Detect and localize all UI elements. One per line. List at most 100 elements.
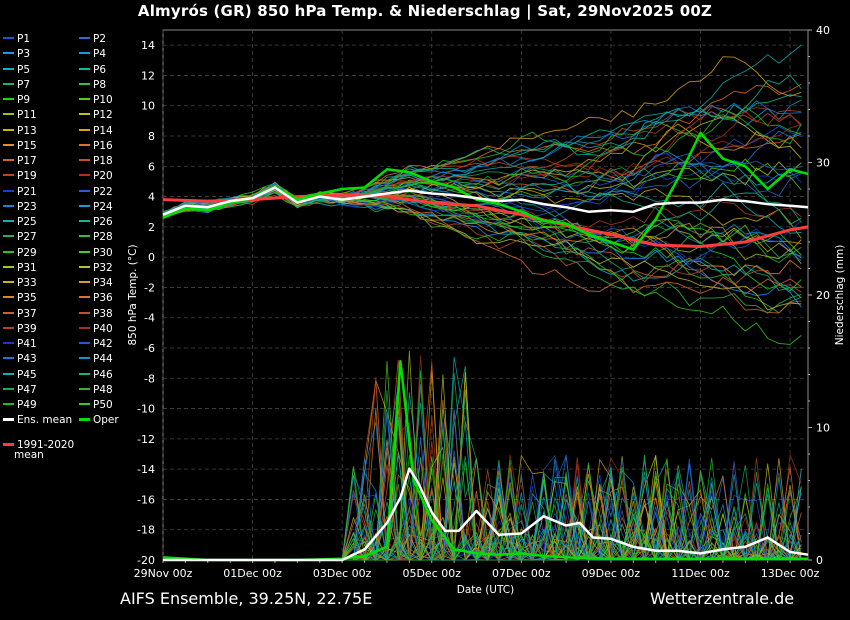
legend-item-p13-label: P13 (17, 124, 37, 137)
legend-item-p2-label: P2 (93, 33, 107, 45)
y-axis-label-left: 850 hPa Temp. (°C) (127, 244, 139, 345)
legend-item-p37-swatch (3, 311, 14, 314)
legend-item-oper-label: Oper (93, 414, 119, 427)
legend-item-p40-swatch (79, 326, 90, 329)
legend-item-p10: P10 (79, 93, 113, 107)
legend-item-p46-label: P46 (93, 368, 113, 381)
legend-item-p19: P19 (3, 169, 37, 183)
y-tick-label-left: 6 (148, 160, 155, 173)
legend-item-p24-swatch (79, 204, 90, 207)
legend-item-p45: P45 (3, 368, 37, 382)
legend-item-p3-label: P3 (17, 48, 31, 61)
legend-item-p34-swatch (79, 281, 90, 283)
legend-item-p46: P46 (79, 368, 113, 382)
legend-item-p1-label: P1 (17, 33, 31, 45)
legend-item-p29-label: P29 (17, 246, 37, 259)
legend-item-p25-swatch (3, 220, 14, 222)
x-tick-label: 11Dec 00z (671, 567, 730, 580)
member-temp-line (162, 182, 802, 234)
legend-item-p13: P13 (3, 124, 37, 138)
y-tick-label-left: 12 (141, 69, 155, 82)
y-tick-label-left: -6 (144, 342, 155, 355)
legend-item-p11-swatch (3, 113, 14, 116)
legend-item-p12: P12 (79, 108, 113, 122)
legend-item-p2: P2 (79, 32, 106, 46)
legend-item-oper-swatch (79, 417, 90, 421)
legend-item-p26-swatch (79, 220, 90, 222)
y-tick-label-left: -12 (137, 433, 155, 446)
y-tick-label-left: -4 (144, 312, 155, 325)
legend-item-p49-swatch (3, 403, 14, 405)
x-tick-label: 03Dec 00z (313, 567, 372, 580)
legend-item-p50: P50 (79, 398, 113, 412)
legend-item-p37: P37 (3, 307, 37, 321)
legend-item-p36: P36 (79, 291, 113, 305)
legend-item-ens-mean: Ens. mean (3, 413, 72, 427)
legend-item-p9-label: P9 (17, 94, 31, 106)
legend-item-p46-swatch (79, 372, 90, 375)
legend-item-p4-swatch (79, 52, 90, 55)
legend-item-p22: P22 (79, 185, 113, 199)
y-tick-label-right: 10 (816, 422, 830, 435)
y-tick-label-left: -14 (137, 463, 155, 476)
ens-mean-temp-line (162, 186, 809, 216)
legend-item-p36-swatch (79, 296, 90, 299)
legend: P1 P2 P3 P4 P5 P6 P7 P8 P9 P10 P11 P12 P13 P14 P15 P16 P… (0, 30, 135, 470)
legend-item-p32: P32 (79, 261, 113, 275)
legend-item-p15-label: P15 (17, 139, 37, 152)
y-tick-label-right: 40 (816, 24, 830, 37)
legend-item-p34-label: P34 (93, 277, 113, 289)
legend-item-p20: P20 (79, 169, 113, 183)
x-tick-label: 13Dec 00z (761, 567, 820, 580)
legend-item-p45-label: P45 (17, 368, 37, 381)
legend-item-p27: P27 (3, 230, 37, 244)
source-credit: Wetterzentrale.de (650, 589, 795, 608)
model-info: AIFS Ensemble, 39.25N, 22.75E (120, 589, 373, 608)
chart-title: Almyrós (GR) 850 hPa Temp. & Niederschla… (137, 2, 713, 20)
legend-item-p8-swatch (79, 82, 90, 85)
legend-item-p28-label: P28 (93, 231, 113, 244)
legend-item-p18-label: P18 (93, 155, 113, 167)
legend-item-p47-label: P47 (17, 383, 37, 396)
y-tick-label-left: 8 (148, 130, 155, 143)
legend-item-p20-label: P20 (93, 170, 113, 183)
legend-item-p9-swatch (3, 98, 14, 100)
legend-item-p10-swatch (79, 98, 90, 100)
legend-item-p12-label: P12 (93, 109, 113, 122)
legend-item-p3-swatch (3, 52, 14, 55)
legend-item-p10-label: P10 (93, 94, 113, 106)
legend-item-p15: P15 (3, 139, 37, 153)
member-temp-line (162, 185, 802, 314)
legend-item-p43-label: P43 (17, 353, 37, 366)
legend-item-p19-label: P19 (17, 170, 37, 183)
legend-item-p40-label: P40 (93, 322, 113, 335)
legend-item-p41-label: P41 (17, 338, 37, 350)
legend-item-p39: P39 (3, 322, 37, 336)
legend-item-p30-swatch (79, 250, 90, 253)
legend-item-p39-label: P39 (17, 322, 37, 335)
legend-item-p8-label: P8 (93, 78, 107, 91)
legend-item-p6-label: P6 (93, 63, 107, 76)
y-axis-label-right: Niederschlag (mm) (834, 245, 846, 346)
clim-mean-temp-line (162, 193, 809, 248)
legend-item-p7: P7 (3, 78, 30, 92)
legend-item-p6: P6 (79, 63, 106, 77)
legend-item-p49: P49 (3, 398, 37, 412)
legend-item-p25-label: P25 (17, 216, 37, 228)
legend-item-p48: P48 (79, 383, 113, 397)
legend-item-p5-swatch (3, 67, 14, 70)
legend-item-p43-swatch (3, 357, 14, 360)
legend-item-p7-label: P7 (17, 78, 31, 91)
legend-item-p25: P25 (3, 215, 37, 229)
y-tick-label-left: 4 (148, 191, 155, 204)
legend-item-p42: P42 (79, 337, 113, 351)
legend-item-p11: P11 (3, 108, 37, 122)
legend-item-p18: P18 (79, 154, 113, 168)
member-temp-line (162, 108, 802, 215)
legend-item-p35: P35 (3, 291, 37, 305)
legend-item-p9: P9 (3, 93, 30, 107)
legend-item-p12-swatch (79, 113, 90, 116)
legend-item-p13-swatch (3, 128, 14, 131)
legend-item-p38: P38 (79, 307, 113, 321)
legend-item-p24-label: P24 (93, 200, 113, 213)
